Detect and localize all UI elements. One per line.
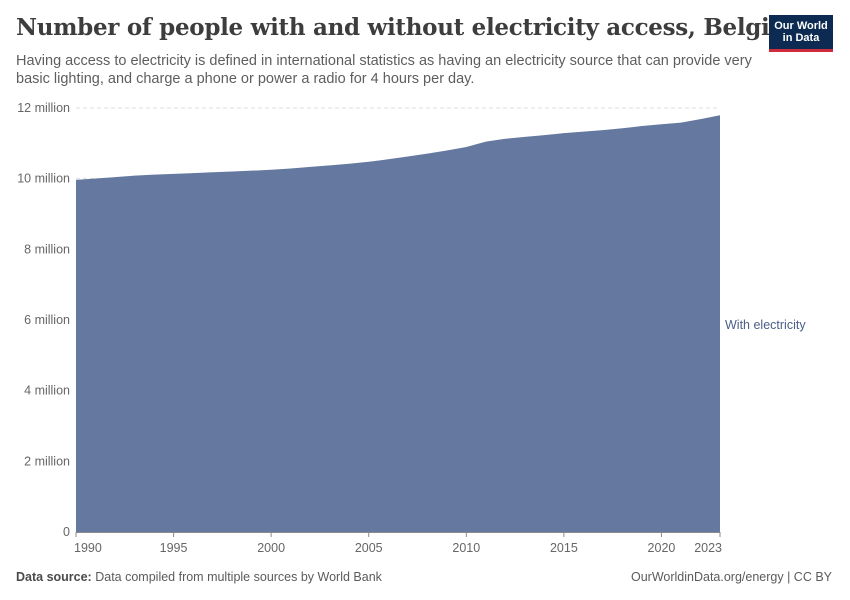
y-tick-label: 12 million [17,101,70,115]
axes: 0 2 million 4 million 6 million 8 million 10 … [17,101,722,555]
data-source: Data source: Data compiled from multiple… [16,570,382,584]
logo-line-2: in Data [782,32,820,44]
chart-subtitle: Having access to electricity is defined … [16,53,752,87]
y-tick-label: 6 million [24,313,70,327]
attribution-link[interactable]: OurWorldinData.org/energy | CC BY [630,570,832,584]
series-labels: With electricity [725,318,806,332]
area-series [76,115,720,532]
y-tick-label: 10 million [17,172,70,186]
y-tick-label: 8 million [24,242,70,256]
x-tick-label: 2023 [694,541,722,555]
y-tick-label: 2 million [24,454,70,468]
area-with-electricity[interactable] [76,115,720,532]
x-tick-label: 1990 [74,541,102,555]
y-tick-label: 0 [63,525,70,539]
logo-line-1: Our World [774,20,828,32]
series-label-with-electricity: With electricity [725,318,806,332]
x-tick-label: 1995 [160,541,188,555]
data-source-text: Data compiled from multiple sources by W… [95,570,382,584]
y-tick-label: 4 million [24,384,70,398]
x-tick-label: 2015 [550,541,578,555]
x-tick-label: 2010 [452,541,480,555]
chart-title: Number of people with and without electr… [16,14,810,41]
owid-logo[interactable]: Our World in Data [769,15,833,52]
x-tick-label: 2020 [648,541,676,555]
x-tick-label: 2005 [355,541,383,555]
data-source-label: Data source: [16,570,92,584]
x-tick-label: 2000 [257,541,285,555]
